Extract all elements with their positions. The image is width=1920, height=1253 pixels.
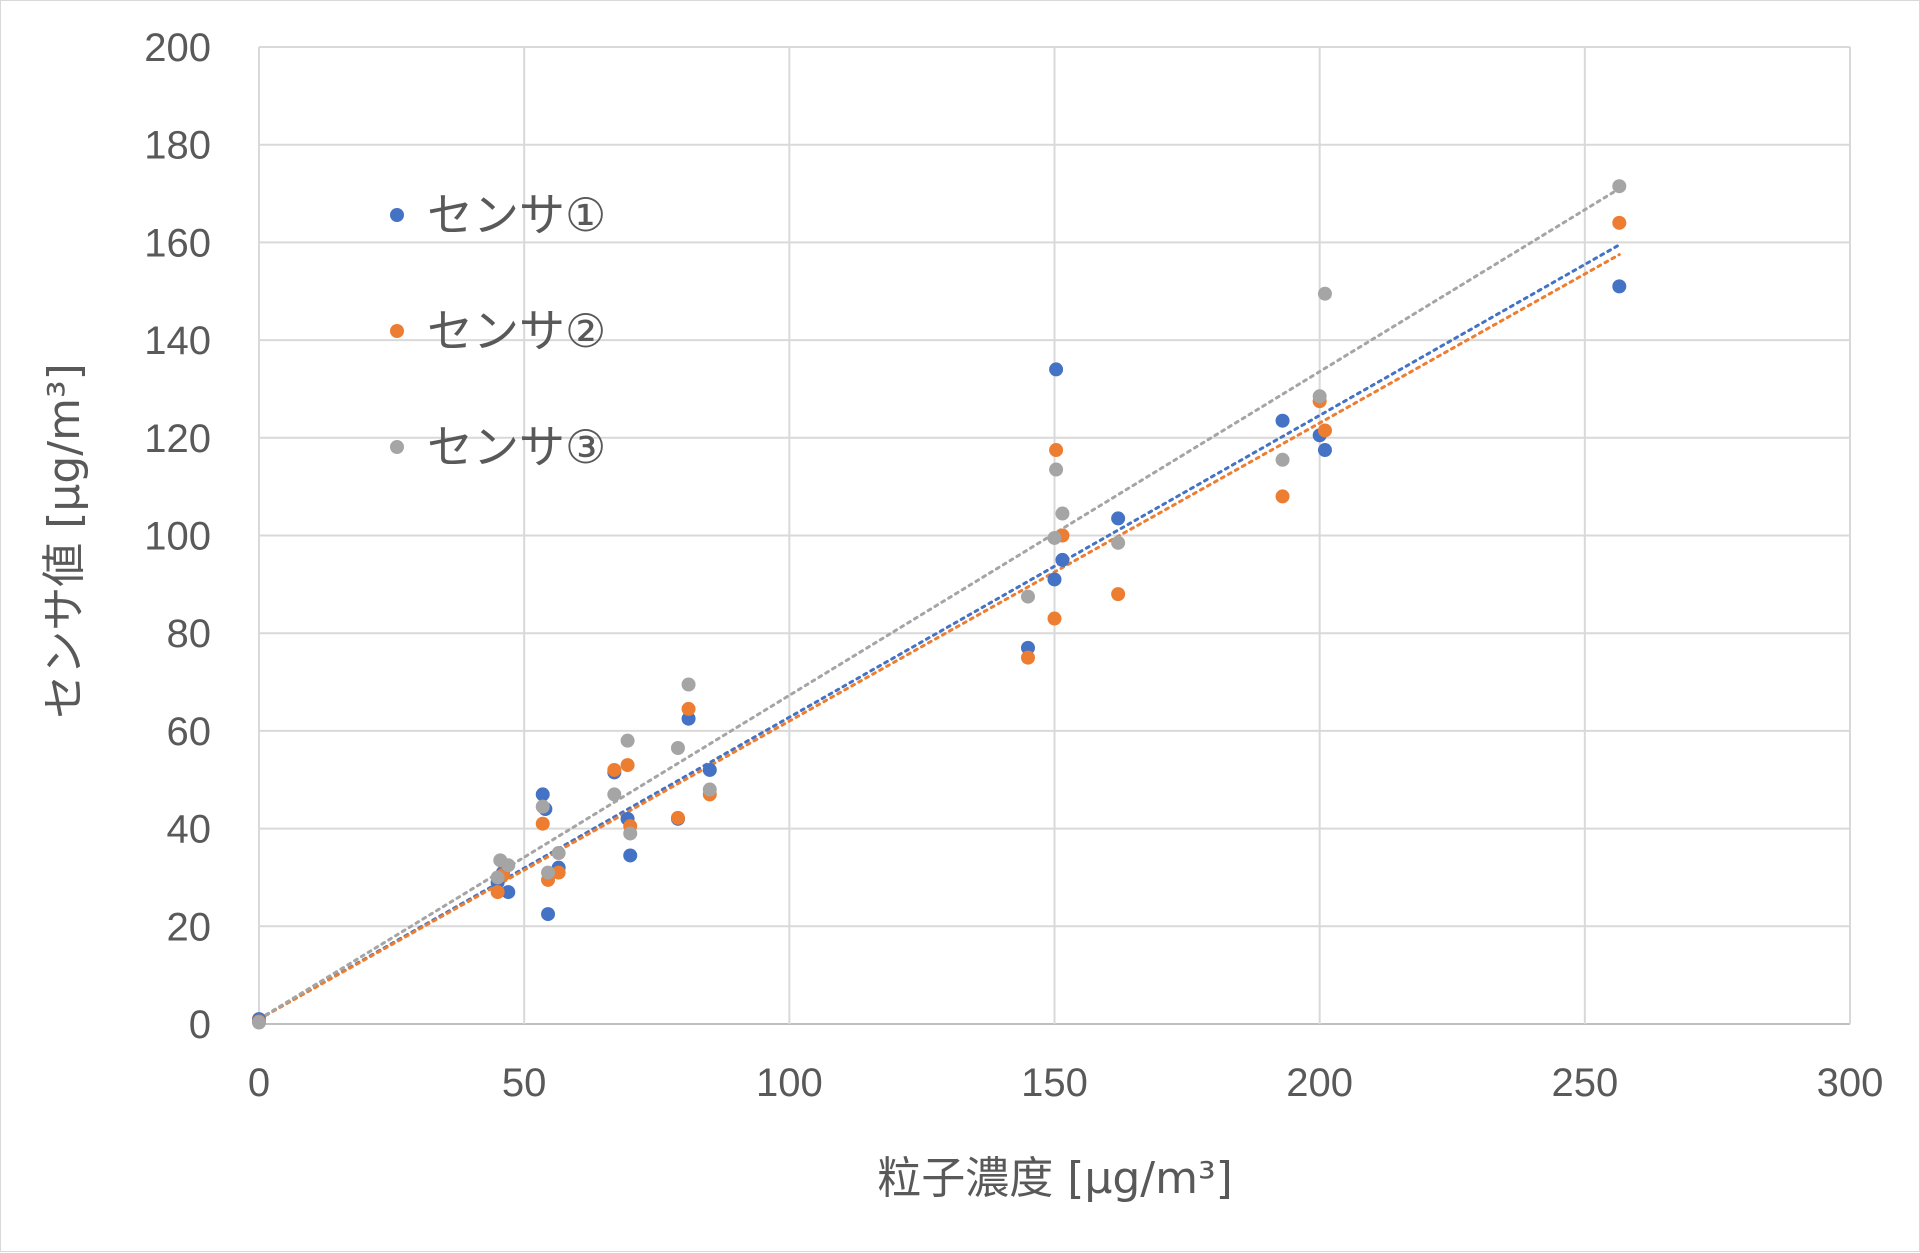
data-point — [620, 758, 635, 773]
data-point — [1317, 423, 1332, 438]
data-point — [1612, 279, 1627, 294]
x-tick-label: 300 — [1817, 1061, 1884, 1105]
data-point — [670, 810, 685, 825]
data-point — [1020, 640, 1035, 655]
x-tick-label: 150 — [1021, 1061, 1088, 1105]
data-point — [1275, 452, 1290, 467]
data-point — [607, 762, 622, 777]
y-axis-title: センサ値 [μg/m³] — [39, 363, 90, 719]
data-point — [1312, 389, 1327, 404]
data-point — [1049, 462, 1064, 477]
x-tick-label: 200 — [1286, 1061, 1353, 1105]
data-point — [1317, 443, 1332, 458]
data-point — [681, 701, 696, 716]
data-point — [1612, 179, 1627, 194]
data-point — [490, 870, 505, 885]
legend-label: センサ③ — [427, 420, 606, 474]
data-point — [1111, 511, 1126, 526]
x-tick-label: 50 — [502, 1061, 547, 1105]
data-point — [501, 885, 516, 900]
data-point — [1047, 572, 1062, 587]
data-point — [1275, 413, 1290, 428]
data-point — [541, 907, 556, 922]
y-tick-label: 100 — [144, 515, 211, 559]
data-point — [607, 787, 622, 802]
legend: センサ① センサ② センサ③ — [390, 188, 606, 474]
data-point — [1612, 215, 1627, 230]
data-point — [535, 816, 550, 831]
x-tick-label: 250 — [1551, 1061, 1618, 1105]
y-tick-label: 80 — [167, 612, 212, 656]
y-tick-label: 120 — [144, 417, 211, 461]
y-tick-label: 180 — [144, 124, 211, 168]
y-tick-label: 20 — [167, 905, 212, 949]
y-tick-label: 200 — [144, 26, 211, 70]
data-point — [1055, 552, 1070, 567]
data-point — [551, 846, 566, 861]
y-tick-label: 60 — [167, 710, 212, 754]
data-point — [1047, 611, 1062, 626]
data-point — [681, 677, 696, 692]
data-point — [490, 885, 505, 900]
trendline-layer — [257, 187, 1621, 1021]
y-tick-label: 0 — [189, 1003, 211, 1047]
legend-marker — [390, 324, 404, 338]
data-point — [1020, 650, 1035, 665]
data-point — [535, 799, 550, 814]
x-tick-label: 0 — [248, 1061, 270, 1105]
data-point-layer — [252, 179, 1627, 1030]
y-tick-label: 140 — [144, 319, 211, 363]
x-tick-label: 100 — [756, 1061, 823, 1105]
data-point — [670, 740, 685, 755]
data-point — [620, 733, 635, 748]
legend-label: センサ② — [427, 304, 606, 358]
legend-marker — [390, 208, 404, 222]
data-point — [501, 858, 516, 873]
legend-marker — [390, 440, 404, 454]
data-point — [1049, 362, 1064, 377]
legend-label: センサ① — [427, 188, 606, 242]
y-tick-label: 160 — [144, 221, 211, 265]
x-axis-title: 粒子濃度 [μg/m³] — [877, 1153, 1233, 1204]
data-point — [702, 762, 717, 777]
data-point — [623, 848, 638, 863]
data-point — [1275, 489, 1290, 504]
trendline — [257, 243, 1621, 1021]
data-point — [623, 826, 638, 841]
data-point — [551, 865, 566, 880]
data-point — [1111, 535, 1126, 550]
data-point — [1055, 506, 1070, 521]
data-point — [1111, 587, 1126, 602]
tick-label-layer: 0 20 40 60 80 100 120 140 160 180 200 0 50 100 150 200 2… — [144, 26, 1883, 1105]
data-point — [1049, 443, 1064, 458]
data-point — [252, 1015, 266, 1030]
trendline — [257, 253, 1621, 1021]
data-point — [681, 711, 696, 726]
data-point — [541, 865, 556, 880]
data-point — [702, 782, 717, 797]
y-tick-label: 40 — [167, 808, 212, 852]
data-point — [535, 787, 550, 802]
data-point — [1317, 286, 1332, 301]
data-point — [1047, 530, 1062, 545]
data-point — [1020, 589, 1035, 604]
trendline — [257, 187, 1621, 1021]
